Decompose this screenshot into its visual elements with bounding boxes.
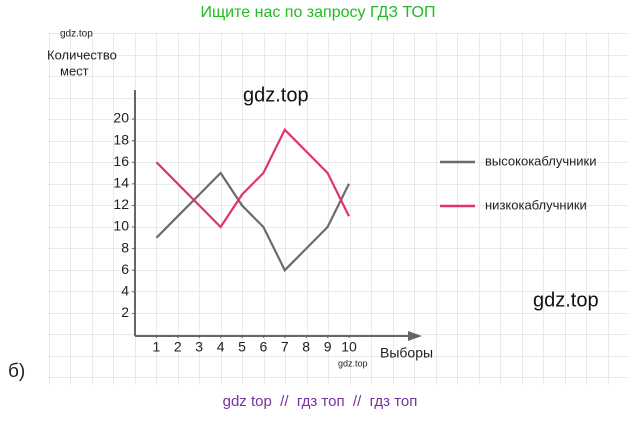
x-tick-label: 3	[195, 339, 203, 355]
y-tick-label: 18	[113, 131, 129, 147]
x-arrow	[408, 331, 422, 341]
x-tick-label: 1	[153, 339, 161, 355]
banner: Ищите нас по запросу ГДЗ ТОП	[201, 4, 436, 21]
subfigure-label: б)	[8, 361, 25, 382]
y-axis-label: мест	[60, 63, 89, 78]
y-tick-label: 8	[121, 239, 129, 255]
y-tick-label: 2	[121, 304, 129, 320]
x-tick-label: 6	[260, 339, 268, 355]
x-tick-label: 9	[324, 339, 332, 355]
y-tick-label: 20	[113, 110, 129, 126]
y-tick-label: 6	[121, 261, 129, 277]
x-tick-label: 10	[341, 339, 357, 355]
legend-label: высококаблучники	[485, 153, 597, 168]
y-tick-label: 16	[113, 153, 129, 169]
watermark: gdz.top	[533, 289, 599, 311]
watermark: gdz.top	[60, 29, 93, 40]
legend-label: низкокаблучники	[485, 197, 587, 212]
x-tick-label: 5	[238, 339, 246, 355]
footer: gdz top // гдз топ // гдз топ	[223, 393, 418, 410]
x-tick-label: 8	[302, 339, 310, 355]
x-axis-label: Выборы	[380, 345, 433, 361]
series-line	[155, 127, 350, 229]
y-tick-label: 12	[113, 196, 129, 212]
x-tick-label: 4	[217, 339, 225, 355]
x-tick-label: 7	[281, 339, 289, 355]
watermark: gdz.top	[243, 84, 309, 106]
y-tick-label: 4	[121, 283, 129, 299]
y-tick-label: 10	[113, 218, 129, 234]
x-tick-label: 2	[174, 339, 182, 355]
y-axis-label: Количество	[47, 47, 117, 62]
y-tick-label: 14	[113, 175, 129, 191]
watermark: gdz.top	[338, 358, 368, 368]
grid-paper	[48, 33, 628, 385]
series-line	[155, 171, 350, 273]
